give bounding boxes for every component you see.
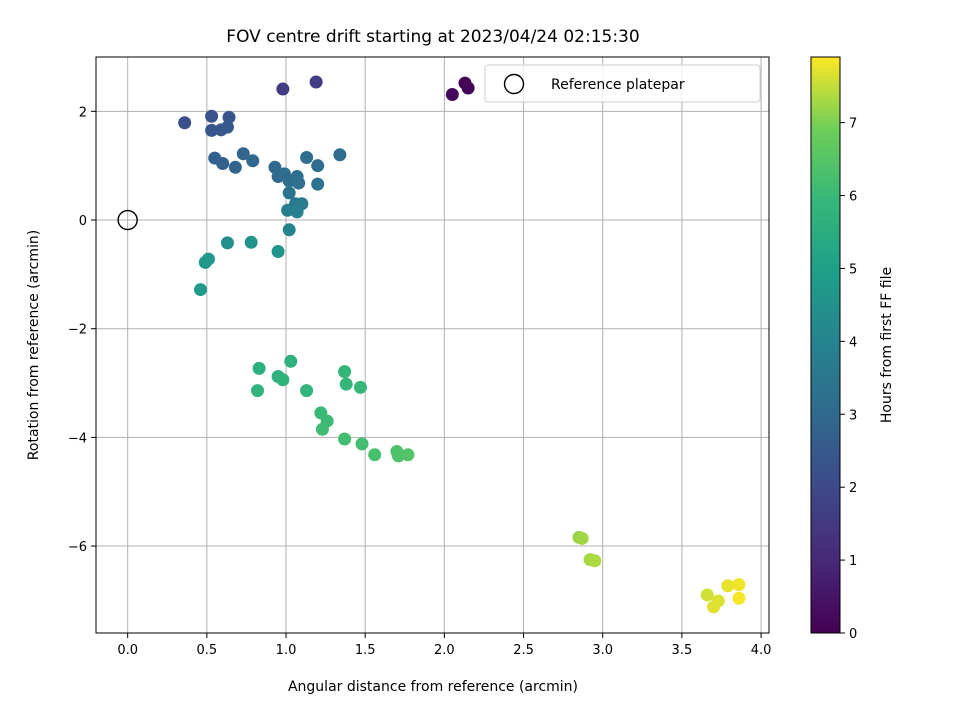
colorbar-tick-label: 0 — [849, 627, 857, 642]
data-point — [339, 377, 353, 391]
data-point — [282, 186, 296, 200]
data-point — [311, 177, 325, 191]
data-point — [707, 600, 721, 614]
data-point — [401, 448, 415, 462]
data-point — [201, 252, 215, 266]
data-point — [276, 82, 290, 96]
data-point — [252, 361, 266, 375]
data-point — [355, 437, 369, 451]
x-tick-label: 3.0 — [592, 643, 613, 658]
colorbar-tick-label: 3 — [849, 408, 857, 423]
data-point — [251, 384, 265, 398]
data-point — [315, 422, 329, 436]
y-tick-label: −6 — [68, 540, 87, 555]
y-tick-label: 2 — [79, 105, 87, 120]
plot-frame — [95, 56, 770, 634]
data-point — [236, 147, 250, 161]
data-point — [309, 75, 323, 89]
data-point — [216, 157, 230, 171]
data-point — [205, 109, 219, 123]
x-tick-label: 4.0 — [751, 643, 772, 658]
x-tick-label: 2.5 — [513, 643, 534, 658]
legend-label: Reference platepar — [551, 77, 685, 93]
data-point — [244, 235, 258, 249]
chart-title: FOV centre drift starting at 2023/04/24 … — [226, 27, 639, 47]
data-point — [445, 87, 459, 101]
data-point — [292, 176, 306, 190]
y-tick-label: 0 — [79, 214, 87, 229]
data-point — [300, 384, 314, 398]
data-point — [575, 531, 589, 545]
x-tick-label: 1.0 — [276, 643, 297, 658]
legend-reference-marker — [503, 73, 525, 95]
data-point — [194, 283, 208, 297]
data-point — [290, 205, 304, 219]
data-point — [282, 223, 296, 237]
y-tick-label: −2 — [68, 323, 87, 338]
data-point — [732, 591, 746, 605]
colorbar-tick-label: 2 — [849, 481, 857, 496]
data-point — [178, 116, 192, 130]
data-point — [588, 554, 602, 568]
plot-area — [96, 57, 769, 633]
data-point — [700, 588, 714, 602]
data-point — [368, 448, 382, 462]
data-point — [205, 123, 219, 137]
data-point — [220, 120, 234, 134]
x-tick-label: 1.5 — [355, 643, 376, 658]
data-point — [461, 81, 475, 95]
data-point — [220, 236, 234, 250]
x-tick-label: 0.0 — [117, 643, 138, 658]
y-axis-ticks: 2 0 −2 −4 −6 — [68, 105, 96, 555]
y-tick-label: −4 — [68, 431, 87, 446]
data-point — [228, 160, 242, 174]
x-tick-label: 0.5 — [197, 643, 218, 658]
data-point — [284, 354, 298, 368]
colorbar — [810, 56, 841, 634]
data-point — [353, 380, 367, 394]
colorbar-tick-label: 4 — [849, 335, 857, 350]
data-points — [178, 75, 746, 614]
data-point — [338, 432, 352, 446]
colorbar-ticks: 0 1 2 3 4 5 6 7 — [840, 117, 857, 642]
x-axis-ticks: 0.0 0.5 1.0 1.5 2.0 2.5 3.0 3.5 4.0 — [117, 633, 771, 658]
legend-box — [484, 64, 761, 103]
colorbar-tick-label: 1 — [849, 554, 857, 569]
colorbar-tick-label: 6 — [849, 190, 857, 205]
legend: Reference platepar — [484, 64, 761, 103]
data-point — [246, 154, 260, 168]
data-point — [271, 245, 285, 259]
data-point — [311, 159, 325, 173]
colorbar-label: Hours from first FF file — [879, 267, 895, 423]
reference-point — [117, 209, 138, 231]
data-point — [333, 148, 347, 162]
data-point — [391, 449, 405, 463]
y-axis-label: Rotation from reference (arcmin) — [26, 230, 42, 460]
x-axis-label: Angular distance from reference (arcmin) — [288, 679, 578, 695]
data-point — [732, 578, 746, 592]
grid — [96, 57, 769, 633]
colorbar-tick-label: 5 — [849, 262, 857, 277]
reference-layer — [117, 209, 138, 231]
data-point — [222, 110, 236, 124]
colorbar-tick-label: 7 — [849, 117, 857, 132]
data-point — [338, 365, 352, 379]
data-point — [721, 579, 735, 593]
data-point — [300, 151, 314, 165]
x-tick-label: 3.5 — [672, 643, 693, 658]
x-tick-label: 2.0 — [434, 643, 455, 658]
data-point — [276, 373, 290, 387]
